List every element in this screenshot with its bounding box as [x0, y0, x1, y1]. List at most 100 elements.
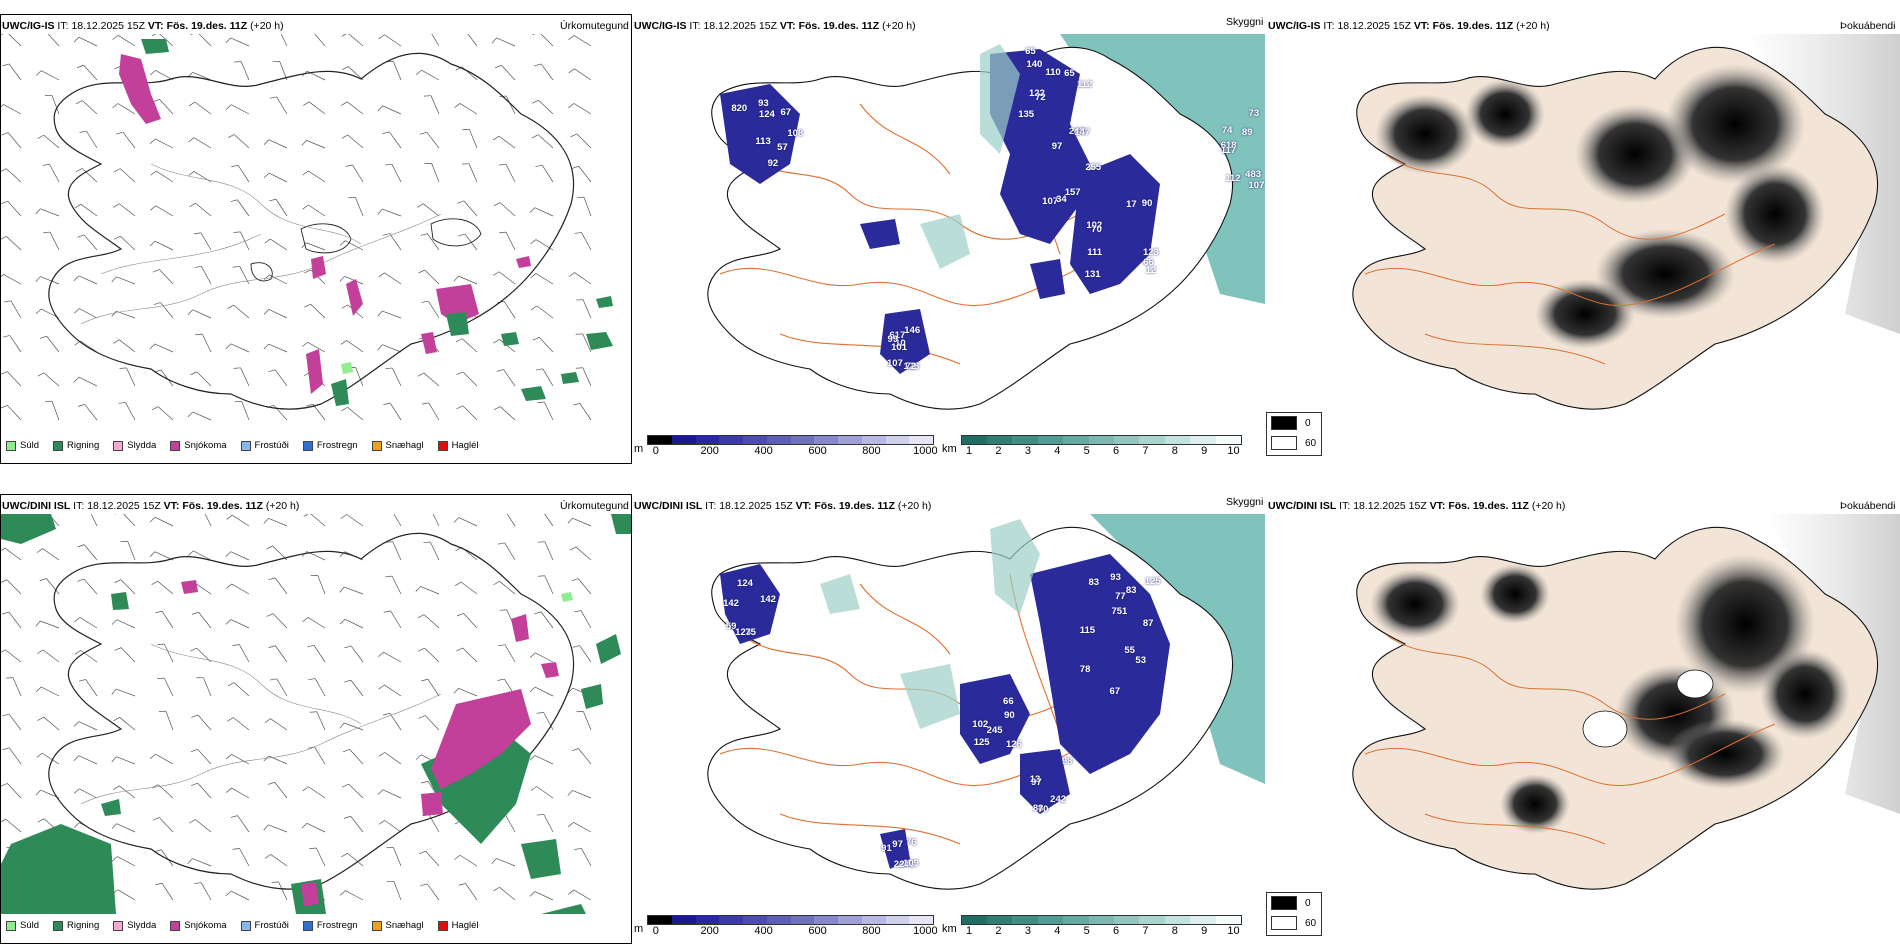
wind-barb-flag: [456, 405, 464, 410]
wind-barb-flag: [377, 789, 384, 795]
wind-barb-flag: [344, 679, 351, 683]
wind-barb: [431, 163, 440, 183]
legend-swatch: [240, 440, 251, 451]
wind-barb-flag: [232, 265, 240, 268]
wind-barb-flag: [529, 207, 536, 213]
legend-label: Snæhagl: [385, 440, 424, 451]
wind-barb: [117, 889, 136, 901]
legend-label: Snjókoma: [184, 440, 227, 451]
wind-barb: [5, 168, 22, 183]
wind-barb: [159, 99, 174, 115]
wind-barb: [268, 755, 288, 765]
wind-barb: [78, 275, 98, 285]
iceland-outline: [48, 532, 575, 890]
wind-barb: [430, 95, 440, 115]
wind-barb-flag: [491, 858, 497, 864]
wind-barb-flag: [37, 372, 45, 377]
wind-barb-flag: [263, 518, 269, 524]
scale-swatch: [838, 436, 862, 444]
fog-key-row: 0: [1267, 893, 1321, 913]
wind-barb-flag: [114, 647, 122, 651]
wind-barb-flag: [493, 202, 501, 207]
wind-barb: [3, 104, 22, 115]
scale-swatch: [719, 436, 744, 444]
wind-barb-flag: [491, 37, 497, 44]
wind-barb: [504, 644, 516, 663]
scale-bar: [647, 435, 934, 445]
wind-barb-flag: [385, 367, 393, 370]
scale-tick: 10: [1227, 925, 1240, 937]
wind-barb-flag: [35, 789, 41, 796]
wind-barb-flag: [74, 617, 81, 623]
legend-item: Súld: [6, 440, 39, 451]
wind-barb-flag: [341, 134, 348, 139]
ceiling-label: 73: [1248, 107, 1260, 119]
wind-barb-flag: [378, 684, 385, 690]
ceiling-label: 751: [1111, 606, 1128, 618]
wind-barb: [12, 677, 22, 697]
wind-barb: [345, 240, 364, 251]
wind-barb: [200, 232, 212, 251]
wind-barb: [192, 858, 212, 867]
wind-barb-flag: [378, 752, 385, 757]
wind-barb: [193, 137, 212, 149]
wind-barb-flag: [263, 274, 270, 280]
wind-barb: [8, 611, 22, 629]
wind-barb: [204, 514, 212, 527]
wind-barb-flag: [149, 138, 156, 145]
wind-barb: [161, 611, 174, 629]
wind-barb-flag: [190, 647, 197, 652]
wind-barb-flag: [530, 239, 537, 245]
wind-barb: [233, 304, 250, 319]
wind-barb-flag: [77, 578, 84, 582]
legend-swatch: [6, 440, 16, 451]
wind-barb: [276, 96, 288, 115]
legend-label: Frostúði: [254, 440, 289, 451]
ceiling-label: 112: [1225, 172, 1241, 184]
wind-barb-flag: [421, 678, 429, 682]
wind-barb: [160, 369, 174, 387]
wind-barb-flag: [497, 678, 505, 681]
legend-swatch: [170, 920, 181, 931]
wind-barb-flag: [417, 203, 424, 208]
wind-barb: [426, 883, 440, 901]
wind-barb: [462, 405, 478, 421]
wind-barb-flag: [377, 344, 383, 351]
wind-barb: [120, 579, 136, 595]
wind-barb: [9, 335, 22, 353]
ceiling-label: 88: [1032, 802, 1044, 814]
ceiling-label: 446: [898, 859, 915, 871]
wind-barb-flag: [152, 269, 160, 273]
wind-barb-flag: [571, 578, 579, 582]
roads: [1364, 633, 1776, 845]
ceiling-label: 122: [1028, 88, 1045, 100]
wind-barb-flag: [569, 546, 577, 551]
wind-barb: [230, 890, 250, 901]
precip-rain: [1, 514, 631, 914]
wind-barb-flag: [382, 233, 390, 236]
wind-barb-flag: [267, 781, 275, 785]
wind-barb: [461, 338, 478, 353]
wind-barb: [459, 854, 478, 867]
wind-barb-flag: [77, 544, 85, 548]
wind-barb: [542, 368, 554, 387]
wind-barb: [579, 403, 592, 421]
ceiling-label: 67: [780, 106, 792, 118]
wind-barb: [465, 883, 478, 901]
wind-barb-flag: [188, 171, 195, 177]
ceiling-label: 618: [1220, 139, 1237, 151]
ceiling-label: 102: [972, 719, 989, 731]
wind-barb-flag: [2, 747, 10, 751]
wind-barb: [193, 550, 212, 561]
wind-barb-flag: [529, 755, 536, 761]
wind-barb: [543, 401, 554, 421]
wind-barb: [201, 333, 212, 353]
wind-barb: [499, 581, 516, 595]
wind-barb: [231, 787, 250, 799]
wind-barb-flag: [534, 63, 542, 67]
wind-barb: [240, 367, 250, 387]
scale-bar: [960, 435, 1242, 445]
wind-barb: [574, 68, 592, 81]
wind-barb-flag: [499, 609, 507, 611]
wind-barb-flag: [301, 140, 307, 146]
